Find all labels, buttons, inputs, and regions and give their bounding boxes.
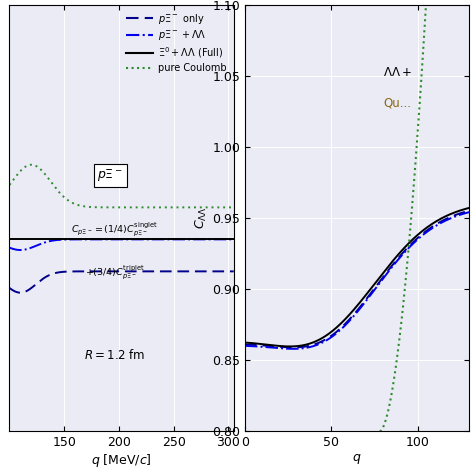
Text: $+(3/4)C_{p\Xi^-}^{\rm triplet}$: $+(3/4)C_{p\Xi^-}^{\rm triplet}$ — [85, 265, 145, 282]
X-axis label: $q$ [MeV/$c$]: $q$ [MeV/$c$] — [91, 452, 152, 469]
X-axis label: $q$: $q$ — [352, 452, 362, 466]
Text: $\Lambda\Lambda +$: $\Lambda\Lambda +$ — [383, 66, 412, 80]
Text: $C_{p\Xi^-} = (1/4)C_{p\Xi^-}^{\rm singlet}$: $C_{p\Xi^-} = (1/4)C_{p\Xi^-}^{\rm singl… — [71, 222, 158, 239]
Text: Qu...: Qu... — [383, 96, 411, 109]
Text: $R = 1.2$ fm: $R = 1.2$ fm — [84, 347, 146, 362]
Text: $p\Xi^-$: $p\Xi^-$ — [97, 167, 123, 183]
Y-axis label: $C_{\Lambda\Lambda}$: $C_{\Lambda\Lambda}$ — [194, 207, 210, 229]
Legend: $p\Xi^-$ only, $p\Xi^- + \Lambda\Lambda$, $\Xi^0 + \Lambda\Lambda$ (Full), pure : $p\Xi^-$ only, $p\Xi^- + \Lambda\Lambda$… — [124, 9, 229, 75]
